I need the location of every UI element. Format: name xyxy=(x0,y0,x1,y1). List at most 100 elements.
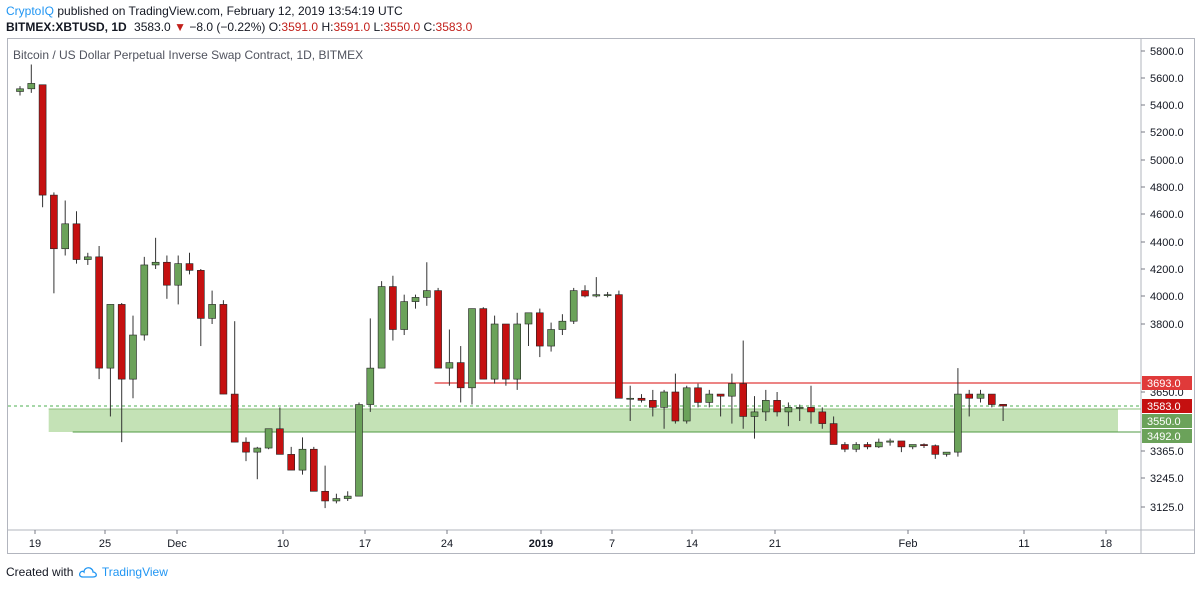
candle xyxy=(908,444,917,450)
candle-body xyxy=(490,323,499,380)
y-tick-label: 4400.0 xyxy=(1150,237,1184,249)
candle-body xyxy=(931,445,940,455)
candle-body xyxy=(886,440,894,443)
candle xyxy=(897,440,906,453)
candle-body xyxy=(648,400,657,408)
candle-body xyxy=(773,400,781,413)
price-chart[interactable]: 5800.0 5600.0 5400.0 5200.0 5000.0 4800.0 4600… xyxy=(8,39,1194,553)
candle xyxy=(728,373,736,424)
candle-body xyxy=(852,444,861,450)
candle-body xyxy=(682,387,691,422)
candle-body xyxy=(185,263,194,271)
author-link[interactable]: CryptoIQ xyxy=(6,4,55,18)
candle-body xyxy=(954,393,962,453)
close-label: C: xyxy=(423,20,436,34)
candle xyxy=(671,373,680,424)
candle xyxy=(117,303,126,443)
candle xyxy=(185,252,194,275)
candle xyxy=(829,416,838,445)
candle xyxy=(535,308,544,358)
candle xyxy=(716,393,725,417)
candle xyxy=(705,389,714,408)
candle xyxy=(615,290,623,399)
ohlc-line: BITMEX:XBTUSD, 1D 3583.0 ▼ −8.0 (−0.22%)… xyxy=(6,19,472,35)
candle-body xyxy=(129,334,137,380)
candle xyxy=(807,385,815,424)
candle xyxy=(129,315,137,399)
candle xyxy=(174,255,182,305)
x-tick-label: 11 xyxy=(1018,538,1029,550)
candle-body xyxy=(535,312,544,347)
candle-body xyxy=(761,400,770,413)
candle-body xyxy=(242,441,250,453)
candle xyxy=(400,294,409,336)
candle-body xyxy=(603,294,612,296)
created-with-text: Created with xyxy=(6,565,74,579)
current-price-tag-bg xyxy=(1142,399,1192,413)
y-tick-label: 3800.0 xyxy=(1150,319,1184,331)
candle-body xyxy=(818,411,827,424)
candle xyxy=(479,307,488,380)
candle-body xyxy=(705,393,714,403)
candle-body xyxy=(287,454,296,471)
candle-body xyxy=(874,441,883,448)
candle-body xyxy=(976,393,985,399)
candle xyxy=(841,442,849,453)
y-tick-label: 5400.0 xyxy=(1150,100,1184,112)
candle xyxy=(411,294,420,309)
resistance-price-tag: 3693.0 xyxy=(1142,376,1192,390)
x-tick-label: 7 xyxy=(609,538,615,550)
candle xyxy=(999,404,1007,421)
candle-body xyxy=(140,264,149,336)
support-low-tag: 3492.0 xyxy=(1142,429,1192,443)
candle xyxy=(513,312,522,390)
candle xyxy=(27,64,36,93)
candle-body xyxy=(276,428,284,455)
y-tick-label: 5600.0 xyxy=(1150,73,1184,85)
candle xyxy=(230,321,239,443)
candle-body xyxy=(174,263,182,286)
candle xyxy=(965,389,974,417)
candle xyxy=(954,368,962,457)
candle xyxy=(987,393,996,408)
published-text: published on TradingView.com, February 1… xyxy=(57,4,403,18)
candle-body xyxy=(321,490,329,502)
y-tick-label: 5800.0 xyxy=(1150,46,1184,58)
candle xyxy=(942,451,951,457)
candle xyxy=(626,385,635,421)
candle-body xyxy=(95,256,103,369)
candle-body xyxy=(355,404,363,497)
candle xyxy=(773,391,781,417)
high-value: 3591.0 xyxy=(333,20,371,34)
candle-body xyxy=(445,362,454,369)
support-high-tag: 3550.0 xyxy=(1142,414,1192,428)
candle xyxy=(581,285,589,298)
chart-frame[interactable]: 5800.0 5600.0 5400.0 5200.0 5000.0 4800.0 4600… xyxy=(7,38,1195,554)
resistance-price-tag-text: 3693.0 xyxy=(1147,378,1181,390)
candle-body xyxy=(456,362,465,389)
candle xyxy=(660,389,668,429)
candle xyxy=(377,281,386,369)
candle xyxy=(72,211,81,264)
candle-body xyxy=(163,261,171,286)
tradingview-link[interactable]: TradingView xyxy=(101,565,168,579)
candle-body xyxy=(400,301,409,330)
candle-body xyxy=(343,495,352,499)
candle-body xyxy=(16,88,24,92)
candle xyxy=(276,407,284,455)
x-tick-label: 25 xyxy=(99,538,111,550)
candle-body xyxy=(592,294,601,297)
candle-body xyxy=(411,297,420,302)
support-low-tag-text: 3492.0 xyxy=(1147,431,1181,443)
candle xyxy=(163,255,171,299)
candle-body xyxy=(264,428,273,449)
last-price: 3583.0 xyxy=(134,20,171,34)
y-tick-label: 3365.0 xyxy=(1150,446,1184,458)
candle xyxy=(264,428,273,450)
open-label: O: xyxy=(268,20,282,34)
candle-body xyxy=(298,448,307,471)
candle xyxy=(197,269,205,347)
candle xyxy=(863,442,872,450)
candle-body xyxy=(807,407,815,413)
candle-body xyxy=(468,308,476,389)
